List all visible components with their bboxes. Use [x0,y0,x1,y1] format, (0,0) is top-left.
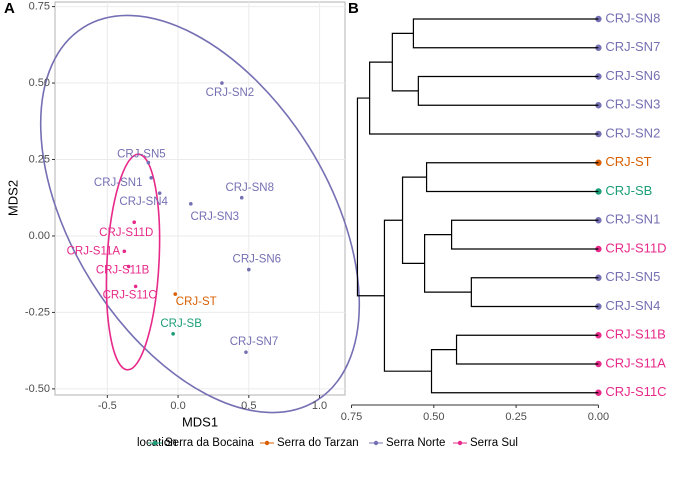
point-label: CRJ-S11C [103,289,157,301]
branch [412,18,599,49]
point-label: CRJ-ST [176,296,217,308]
plot-panel [54,1,346,396]
legend-label: Serra da Bocaina [165,437,254,449]
point-label: CRJ-SN5 [117,149,166,161]
legend-key-dot [373,440,379,446]
point-label: CRJ-SN2 [206,87,255,99]
y-tick-label: -0.50 [25,383,50,395]
ellipse-serra-sul [105,153,161,371]
branch [450,219,599,250]
leaf-label: CRJ-S11C [605,384,666,399]
y-tick-label: 0.75 [29,0,50,12]
x-tick-label: 0.75 [341,411,362,423]
legend-key-dot [264,440,270,446]
point [157,191,162,195]
leaf-label: CRJ-SN8 [605,10,660,25]
branch [424,234,472,293]
branch [470,277,599,308]
panel-label: A [4,0,15,17]
point-label: CRJ-SN1 [94,177,143,189]
leaf-label: CRJ-S11A [605,355,666,370]
leaf-label: CRJ-SN2 [605,125,660,140]
x-tick-label: 0.0 [170,400,185,412]
point-label: CRJ-S11A [67,245,121,257]
leaf-label: CRJ-SN1 [605,212,660,227]
branch [425,162,599,193]
point-label: CRJ-S11B [96,265,150,277]
point [171,332,175,336]
x-tick-label: 0.00 [588,411,609,423]
point-label: CRJ-SN3 [191,211,240,223]
leaf-label: CRJ-ST [605,154,651,169]
panel-label: B [348,0,359,17]
leaf-label: CRJ-SN7 [605,39,660,54]
leaf-label: CRJ-SN6 [605,68,660,83]
y-tick-label: 0.25 [29,153,50,165]
x-tick-label: 0.50 [423,411,444,423]
y-tick-label: 0.00 [29,230,50,242]
point-label: CRJ-SB [160,318,202,330]
y-axis-title: MDS2 [5,180,20,216]
point-label: CRJ-S11D [99,227,153,239]
branch [356,97,385,297]
point-label: CRJ-SN7 [230,336,279,348]
leaf-label: CRJ-SB [605,183,652,198]
leaf-label: CRJ-SN3 [605,97,660,112]
point [244,350,248,354]
branch [455,334,599,365]
branch [391,32,419,92]
point [126,264,131,269]
y-tick-label: 0.50 [29,77,50,89]
point-label: CRJ-SN6 [233,254,282,266]
legend-label: Serra Norte [386,437,445,449]
branch [417,75,599,106]
leaf-label: CRJ-SN5 [605,269,660,284]
x-tick-label: 1.0 [312,400,327,412]
point [122,249,127,254]
point [132,220,137,225]
ellipse-serra-norte [39,14,361,414]
legend-key-dot [152,440,158,446]
leaf-label: CRJ-SN4 [605,298,660,313]
leaf-label: CRJ-S11B [605,327,665,342]
point-label: CRJ-SN4 [119,196,168,208]
branch [369,61,599,135]
x-axis-title: MDS1 [182,414,218,429]
x-tick-label: -0.5 [98,400,117,412]
branch [430,349,599,394]
point [146,160,151,165]
grid [55,2,345,395]
legend-key-dot [457,440,463,446]
point-label: CRJ-SN8 [225,182,274,194]
x-tick-label: 0.25 [505,411,526,423]
x-tick-label: 0.5 [241,400,256,412]
point [133,284,138,289]
point [247,267,251,272]
branch [401,176,427,264]
point [220,81,224,85]
leaf-label: CRJ-S11D [605,240,666,255]
point [189,202,193,206]
branch [383,219,432,372]
y-tick-label: -0.25 [25,306,50,318]
point [173,292,178,296]
legend-label: Serra do Tarzan [277,437,359,449]
point [149,176,153,180]
legend-label: Serra Sul [470,437,518,449]
point [239,195,244,200]
